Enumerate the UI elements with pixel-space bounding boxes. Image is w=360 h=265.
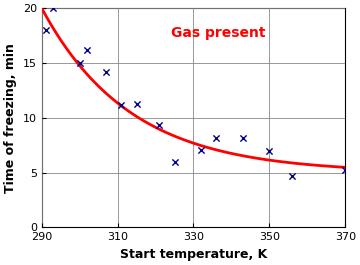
Point — [157, 123, 162, 127]
X-axis label: Start temperature, K: Start temperature, K — [120, 248, 267, 261]
Point — [240, 135, 246, 140]
Text: Gas present: Gas present — [171, 26, 265, 40]
Point — [213, 135, 219, 140]
Point — [198, 147, 204, 152]
Point — [77, 61, 82, 65]
Point — [84, 48, 90, 52]
Y-axis label: Time of freezing, min: Time of freezing, min — [4, 43, 17, 193]
Point — [342, 168, 348, 173]
Point — [118, 103, 124, 107]
Point — [172, 160, 177, 164]
Point — [50, 6, 56, 10]
Point — [103, 70, 109, 74]
Point — [266, 149, 272, 153]
Point — [134, 101, 139, 106]
Point — [42, 28, 48, 32]
Point — [289, 174, 295, 178]
